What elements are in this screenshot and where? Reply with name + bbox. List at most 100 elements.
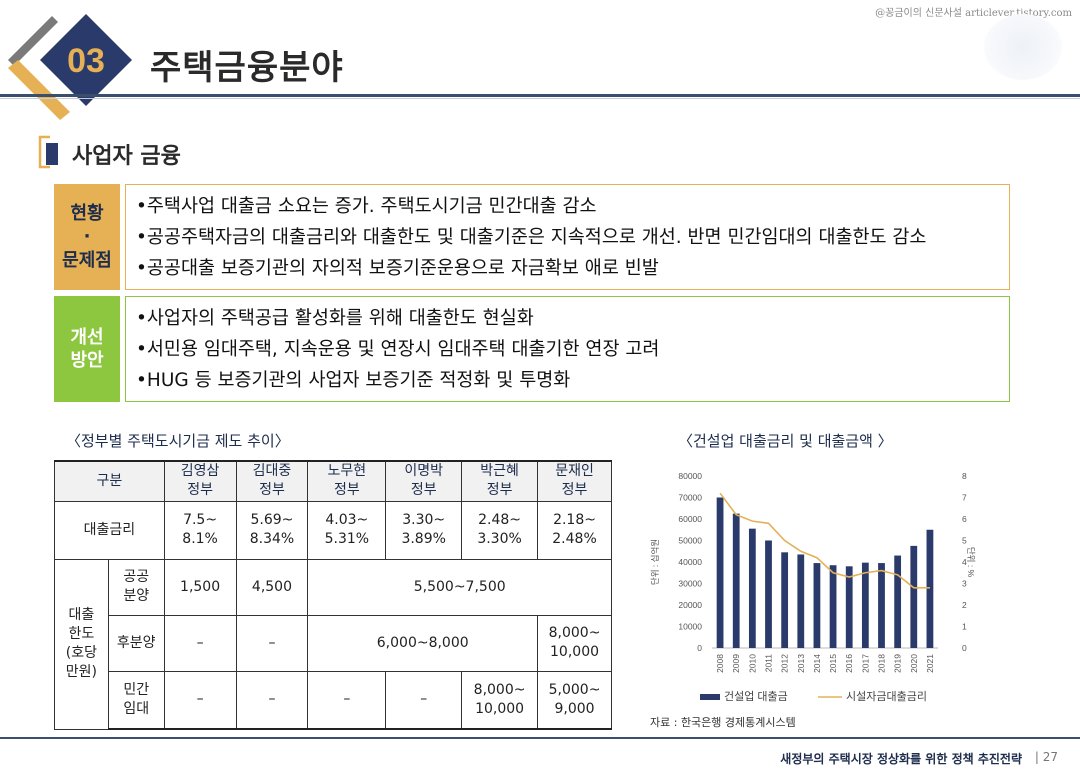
row-label: 민간 임대 xyxy=(107,670,165,730)
cell: – xyxy=(163,614,237,672)
x-tick-label: 2017 xyxy=(860,654,870,673)
cell: 1,500 xyxy=(163,558,237,616)
bar xyxy=(797,554,805,648)
cell: – xyxy=(307,670,387,730)
x-tick-label: 2014 xyxy=(812,654,822,673)
improve-item: •사업자의 주택공급 활성화를 위해 대출한도 현실화 xyxy=(136,308,534,329)
bar xyxy=(716,497,724,648)
line-series xyxy=(719,492,930,589)
cell: 2.18~ 2.48% xyxy=(537,500,612,560)
head-gov: 문재인 정부 xyxy=(537,460,612,502)
improve-item: •서민용 임대주택, 지속운용 및 연장시 임대주택 대출기한 연장 고려 xyxy=(136,339,660,360)
cell: 5.69~ 8.34% xyxy=(235,500,309,560)
x-tick-label: 2015 xyxy=(828,654,838,673)
right-tick-label: 6 xyxy=(962,514,967,524)
bar xyxy=(926,529,934,648)
head-gov: 노무현 정부 xyxy=(307,460,387,502)
fund-policy-table: 구분 김영삼 정부 김대중 정부 노무현 정부 이명박 정부 박근혜 정부 문재… xyxy=(54,460,612,730)
status-box: 현황 · 문제점 •주택사업 대출금 소요는 증가. 주택도시기금 민간대출 감… xyxy=(54,184,1010,290)
improve-item: •HUG 등 보증기관의 사업자 보증기준 적정화 및 투명화 xyxy=(136,370,571,391)
page-number: | 27 xyxy=(1034,750,1058,764)
right-tick-label: 3 xyxy=(962,579,967,589)
bar xyxy=(732,513,740,648)
status-label-bottom: 문제점 xyxy=(62,249,112,271)
watermark: @꽁금이의 신문사설 articlever.tistory.com xyxy=(875,8,1072,19)
table-row: 대출 한도 (호당 만원) 공공 분양 1,500 4,500 5,500~7,… xyxy=(54,558,612,730)
left-tick-label: 20000 xyxy=(678,600,702,610)
table-head-row: 구분 김영삼 정부 김대중 정부 노무현 정부 이명박 정부 박근혜 정부 문재… xyxy=(54,460,612,502)
status-label-top: 현황 xyxy=(70,202,104,224)
table-row: 대출금리 7.5~ 8.1% 5.69~ 8.34% 4.03~ 5.31% 3… xyxy=(54,500,612,560)
bar xyxy=(878,563,885,648)
right-tick-label: 0 xyxy=(962,643,967,653)
row-group-label: 대출 한도 (호당 만원) xyxy=(54,558,109,730)
bar xyxy=(781,552,789,648)
left-axis-label: 단위 : 십억원 xyxy=(650,539,660,585)
right-tick-label: 2 xyxy=(962,600,967,610)
cell: 5,500~7,500 xyxy=(307,558,612,616)
right-tick-label: 4 xyxy=(962,557,967,567)
cell: – xyxy=(163,670,237,730)
left-tick-label: 40000 xyxy=(678,557,702,567)
section-number-badge: 03 xyxy=(8,14,132,120)
head-gov: 박근혜 정부 xyxy=(461,460,539,502)
cell: 4,500 xyxy=(235,558,309,616)
status-content: •주택사업 대출금 소요는 증가. 주택도시기금 민간대출 감소 •공공주택자금… xyxy=(125,184,1010,290)
loan-chart: 0 10000 20000 30000 40000 50000 60000 70000 8000… xyxy=(650,471,976,703)
x-tick-label: 2018 xyxy=(877,654,887,673)
row-label: 공공 분양 xyxy=(107,558,165,616)
row-label: 대출금리 xyxy=(54,500,165,560)
x-tick-label: 2020 xyxy=(909,654,919,673)
legend-label: 건설업 대출금 xyxy=(724,690,788,703)
bar xyxy=(765,540,772,648)
header-divider xyxy=(0,94,1080,97)
status-item: •주택사업 대출금 소요는 증가. 주택도시기금 민간대출 감소 xyxy=(136,196,597,217)
x-tick-label: 2016 xyxy=(844,654,854,673)
bar xyxy=(813,563,821,648)
row-label: 후분양 xyxy=(107,614,165,672)
decorative-circle xyxy=(984,14,1062,80)
bar xyxy=(894,555,902,648)
table-title: 〈정부별 주택도시기금 제도 추이〉 xyxy=(66,432,290,450)
bar xyxy=(748,528,756,648)
left-tick-label: 30000 xyxy=(678,579,702,589)
cell: 4.03~ 5.31% xyxy=(307,500,387,560)
bar xyxy=(910,545,918,648)
footer-divider xyxy=(0,737,1080,739)
section-number: 03 xyxy=(67,42,105,80)
bar xyxy=(829,565,837,648)
cell: – xyxy=(385,670,463,730)
improve-label-top: 개선 xyxy=(70,326,104,348)
x-tick-label: 2021 xyxy=(925,654,935,673)
header-divider-thin xyxy=(0,98,1080,99)
subtitle-marker-icon xyxy=(38,135,58,169)
right-tick-label: 5 xyxy=(962,536,967,546)
x-tick-label: 2009 xyxy=(731,654,741,673)
left-tick-label: 70000 xyxy=(678,493,702,503)
x-tick-label: 2011 xyxy=(764,654,774,673)
x-tick-label: 2019 xyxy=(893,654,903,673)
left-tick-label: 0 xyxy=(697,643,702,653)
head-gov: 이명박 정부 xyxy=(385,460,463,502)
bar xyxy=(861,562,869,648)
left-tick-label: 50000 xyxy=(678,536,702,546)
legend-swatch-bar xyxy=(700,694,720,700)
cell: 6,000~8,000 xyxy=(307,614,539,672)
status-item: •공공주택자금의 대출금리와 대출한도 및 대출기준은 지속적으로 개선. 반면… xyxy=(136,227,927,248)
table-row: 후분양 – – 6,000~8,000 8,000~ 10,000 xyxy=(55,614,612,672)
footer-text: 새정부의 주택시장 정상화를 위한 정책 추진전략 xyxy=(780,752,1022,766)
status-item: •공공대출 보증기관의 자의적 보증기준운용으로 자금확보 애로 빈발 xyxy=(136,258,659,279)
right-axis-label: 단위 : % xyxy=(966,547,976,578)
x-tick-label: 2012 xyxy=(780,654,790,673)
head-gov: 김영삼 정부 xyxy=(163,460,237,502)
cell: 3.30~ 3.89% xyxy=(385,500,463,560)
x-tick-label: 2010 xyxy=(747,654,757,673)
legend-label: 시설자금대출금리 xyxy=(846,690,927,703)
improve-label: 개선 방안 xyxy=(54,296,120,402)
x-tick-label: 2008 xyxy=(715,654,725,673)
improve-label-bottom: 방안 xyxy=(70,350,104,371)
chart-title: 〈건설업 대출금리 및 대출금액 〉 xyxy=(678,432,893,450)
improve-box: 개선 방안 •사업자의 주택공급 활성화를 위해 대출한도 현실화 •서민용 임… xyxy=(54,296,1010,402)
cell: 8,000~ 10,000 xyxy=(461,670,539,730)
left-tick-label: 80000 xyxy=(678,471,702,481)
